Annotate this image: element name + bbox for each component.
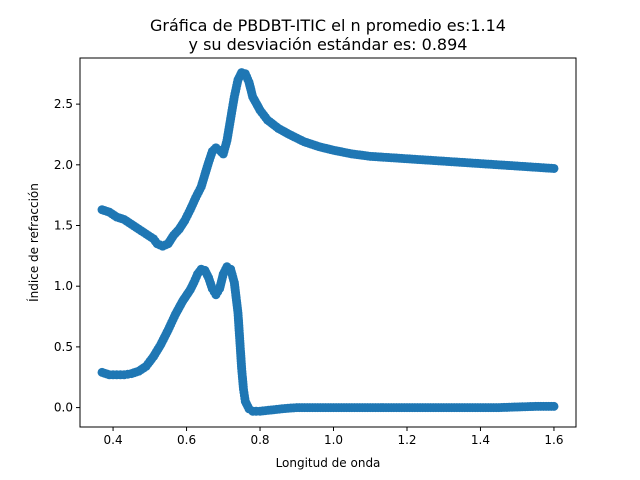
y-tick-label: 0.5 (54, 340, 73, 354)
y-axis-label: Índice de refracción (26, 183, 41, 302)
chart-title: Gráfica de PBDBT-ITIC el n promedio es:1… (150, 16, 506, 35)
x-tick-label: 0.8 (250, 433, 269, 447)
x-tick-label: 1.6 (544, 433, 563, 447)
x-axis-label: Longitud de onda (276, 456, 381, 470)
y-tick-label: 2.0 (54, 158, 73, 172)
data-point (549, 163, 559, 173)
y-tick-label: 1.0 (54, 279, 73, 293)
chart-subtitle: y su desviación estándar es: 0.894 (189, 35, 468, 54)
y-tick-label: 0.0 (54, 401, 73, 415)
x-tick-label: 0.4 (104, 433, 123, 447)
data-point (549, 401, 559, 411)
x-tick-label: 0.6 (177, 433, 196, 447)
y-tick-label: 1.5 (54, 219, 73, 233)
x-tick-label: 1.2 (397, 433, 416, 447)
y-tick-label: 2.5 (54, 97, 73, 111)
x-tick-label: 1.4 (471, 433, 490, 447)
plot-area (97, 68, 559, 416)
axes-frame (79, 57, 577, 428)
x-tick-label: 1.0 (324, 433, 343, 447)
